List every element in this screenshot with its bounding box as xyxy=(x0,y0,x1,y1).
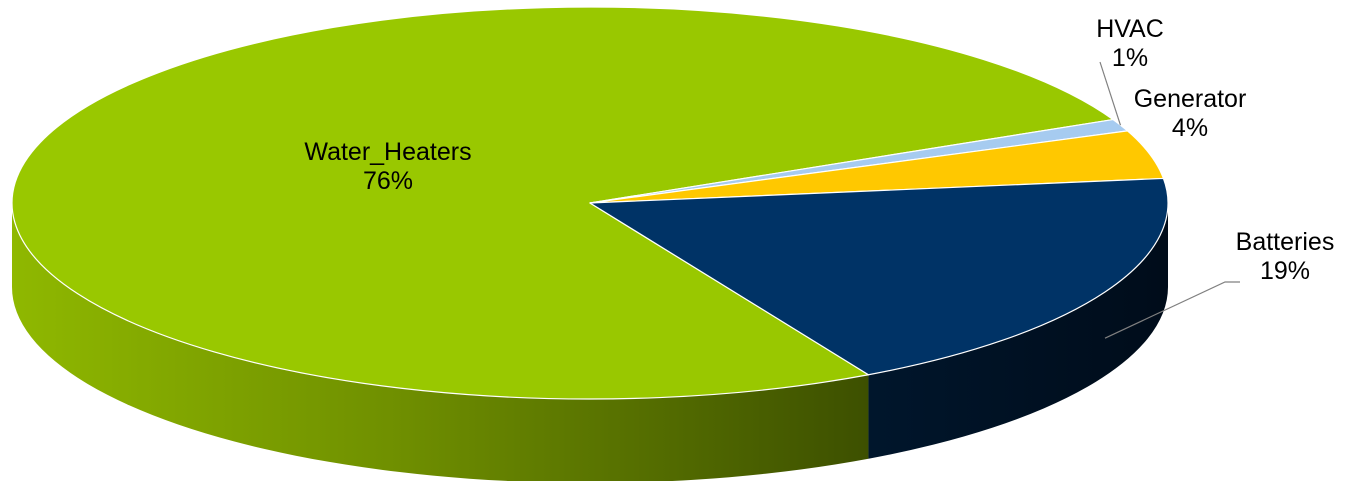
slice-batteries xyxy=(589,177,1169,376)
pie-sides xyxy=(12,203,1168,481)
leader-lines xyxy=(1099,61,1240,339)
pie-tops xyxy=(11,6,1169,400)
label-water-heaters: Water_Heaters 76% xyxy=(258,138,518,196)
label-hvac-name: HVAC xyxy=(1096,15,1164,43)
leader-line-batteries xyxy=(1104,281,1240,339)
leader-line-hvac xyxy=(1099,61,1122,126)
label-batteries: Batteries 19% xyxy=(1210,228,1360,286)
side-batteries xyxy=(868,203,1168,459)
label-batteries-percent: 19% xyxy=(1259,257,1311,285)
label-water-heaters-name: Water_Heaters xyxy=(304,138,472,166)
label-hvac-percent: 1% xyxy=(1111,44,1149,72)
label-generator: Generator 4% xyxy=(1100,85,1280,143)
label-generator-name: Generator xyxy=(1133,85,1247,113)
side-water-heaters xyxy=(12,203,869,481)
label-water-heaters-percent: 76% xyxy=(362,167,414,195)
label-batteries-name: Batteries xyxy=(1235,228,1335,256)
label-hvac: HVAC 1% xyxy=(1070,15,1190,73)
label-generator-percent: 4% xyxy=(1171,114,1209,142)
slice-water-heaters xyxy=(11,6,1114,400)
